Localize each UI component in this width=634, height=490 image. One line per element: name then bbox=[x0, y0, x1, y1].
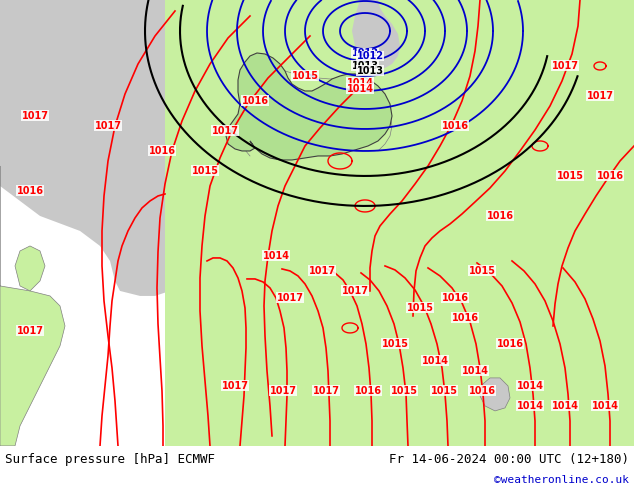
Text: 1015: 1015 bbox=[406, 303, 434, 313]
Text: 1017: 1017 bbox=[269, 386, 297, 396]
Text: 1016: 1016 bbox=[441, 293, 469, 303]
Text: 1017: 1017 bbox=[313, 386, 339, 396]
Text: 1015: 1015 bbox=[469, 266, 496, 276]
Text: 1016: 1016 bbox=[486, 211, 514, 221]
Text: 1017: 1017 bbox=[276, 293, 304, 303]
Text: 1016: 1016 bbox=[469, 386, 496, 396]
Text: 1013: 1013 bbox=[356, 66, 384, 76]
Text: 1015: 1015 bbox=[430, 386, 458, 396]
Text: 1015: 1015 bbox=[391, 386, 418, 396]
Text: 1017: 1017 bbox=[342, 286, 368, 296]
Text: 1015: 1015 bbox=[191, 166, 219, 176]
Polygon shape bbox=[480, 378, 510, 411]
Text: 1014: 1014 bbox=[462, 366, 489, 376]
Polygon shape bbox=[352, 0, 400, 68]
Text: 1012: 1012 bbox=[351, 48, 378, 58]
Polygon shape bbox=[0, 166, 65, 446]
Text: 1014: 1014 bbox=[347, 78, 373, 88]
Text: 1013: 1013 bbox=[351, 61, 378, 71]
Polygon shape bbox=[165, 0, 634, 446]
Text: 1017: 1017 bbox=[212, 126, 238, 136]
Text: 1014: 1014 bbox=[347, 84, 373, 94]
Text: 1016: 1016 bbox=[148, 146, 176, 156]
Polygon shape bbox=[15, 246, 45, 291]
Text: Fr 14-06-2024 00:00 UTC (12+180): Fr 14-06-2024 00:00 UTC (12+180) bbox=[389, 453, 629, 466]
Text: 1016: 1016 bbox=[451, 313, 479, 323]
Text: 1016: 1016 bbox=[16, 186, 44, 196]
Text: 1014: 1014 bbox=[552, 401, 578, 411]
Text: 1014: 1014 bbox=[422, 356, 448, 366]
Text: 1016: 1016 bbox=[354, 386, 382, 396]
Text: 1017: 1017 bbox=[552, 61, 578, 71]
Polygon shape bbox=[226, 53, 392, 160]
Text: 1016: 1016 bbox=[496, 339, 524, 349]
Text: 1017: 1017 bbox=[22, 111, 48, 121]
Text: Surface pressure [hPa] ECMWF: Surface pressure [hPa] ECMWF bbox=[5, 453, 215, 466]
Text: 1016: 1016 bbox=[441, 121, 469, 131]
Text: 1014: 1014 bbox=[592, 401, 619, 411]
Text: ©weatheronline.co.uk: ©weatheronline.co.uk bbox=[494, 475, 629, 485]
Text: 1014: 1014 bbox=[517, 401, 543, 411]
Text: 1014: 1014 bbox=[262, 251, 290, 261]
Text: 1015: 1015 bbox=[557, 171, 583, 181]
Text: 1015: 1015 bbox=[292, 71, 318, 81]
Polygon shape bbox=[0, 0, 255, 296]
Text: 1016: 1016 bbox=[597, 171, 623, 181]
Text: 1017: 1017 bbox=[586, 91, 614, 101]
Text: 1012: 1012 bbox=[356, 51, 384, 61]
Text: 1017: 1017 bbox=[309, 266, 335, 276]
Text: 1015: 1015 bbox=[382, 339, 408, 349]
Text: 1017: 1017 bbox=[16, 326, 44, 336]
Text: 1017: 1017 bbox=[94, 121, 122, 131]
Text: 1017: 1017 bbox=[221, 381, 249, 391]
Text: 1014: 1014 bbox=[517, 381, 543, 391]
Text: 1016: 1016 bbox=[242, 96, 269, 106]
